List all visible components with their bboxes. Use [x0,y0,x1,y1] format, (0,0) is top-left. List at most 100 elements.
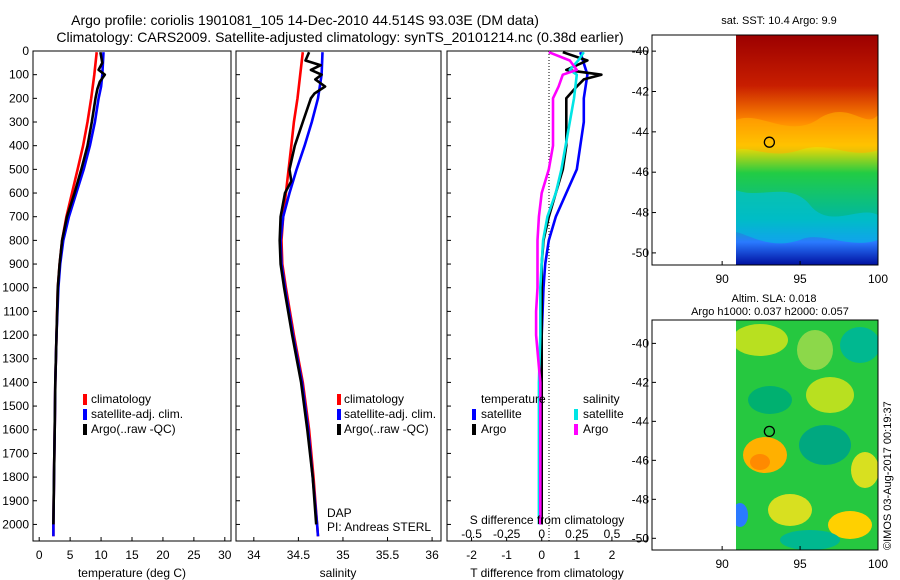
legend-swatch-s-argo [574,424,578,435]
legend-swatch-t-satellite [472,409,476,420]
x-tick-label: 0 [538,548,545,562]
map-x-tick-label: 100 [868,557,888,571]
series-line-argo-raw-qc [278,51,327,525]
temperature-xlabel: temperature (deg C) [78,566,186,580]
map-y-tick-label: -44 [632,125,650,139]
salinity-axes [235,50,442,542]
sst-argo-position-marker [763,136,776,148]
map-y-tick-label: -42 [632,84,650,98]
difference-panel: -2 -1 0 1 2 -0.5 -0.25 0 0.25 0.5 T difference f… [446,50,648,580]
map-y-tick-label: -50 [632,531,650,545]
sla-blob [750,454,770,470]
map-x-tick-label: 90 [715,272,729,286]
temperature-depth-ticks: 0 100 200 300 400 500 600 700 800 900 1000 1100 1200… [2,44,37,531]
depth-tick-label: 1300 [2,352,29,366]
figure-title-line1: Argo profile: coriolis 1901081_105 14-De… [71,12,539,28]
legend-swatch-climatology [83,394,87,405]
salinity-legend: climatology satellite-adj. clim. Argo(..… [337,392,436,436]
depth-tick-label: 1600 [2,423,29,437]
salinity-xlabel: salinity [320,566,357,580]
difference-series [534,50,603,525]
legend-label-s-satellite: satellite [583,407,624,421]
map-y-tick-label: -40 [632,44,650,58]
legend-label-t-satellite: satellite [481,407,522,421]
difference-s-ticks: -0.5 -0.25 0 0.25 0.5 [461,527,620,541]
series-line-temperature-argo [540,50,603,525]
legend-label-climatology: climatology [91,392,151,406]
sla-map-ticks: 90 95 100 -40 -42 -44 -46 -48 -50 [632,336,889,571]
depth-tick-label: 400 [9,139,29,153]
depth-tick-label: 1200 [2,328,29,342]
x-tick-label: 30 [218,548,232,562]
depth-tick-label: 200 [9,91,29,105]
pi-annotation: PI: Andreas STERL [327,520,431,534]
x-tick-label: 2 [609,548,616,562]
x-tick-label: 35.5 [376,548,400,562]
depth-tick-label: 1700 [2,446,29,460]
depth-tick-label: 500 [9,162,29,176]
sla-argo-position-marker [763,425,776,438]
sla-map-panel: Altim. SLA: 0.018 Argo h1000: 0.037 h200… [632,293,889,571]
dac-annotation: DAP [327,506,352,520]
depth-tick-label: 1500 [2,399,29,413]
x-tick-label: 0 [36,548,43,562]
depth-tick-label: 1100 [3,304,29,318]
salinity-panel: 34 34.5 35 35.5 36 salinity climatology sate… [235,50,442,580]
legend-swatch-s-satellite [574,409,578,420]
series-line-salinity-argo [534,50,579,525]
difference-x-ticks: -2 -1 0 1 2 [466,537,616,562]
difference-xlabel: T difference from climatology [470,566,624,580]
s-tick-label: 0.5 [604,527,621,541]
sst-map-ticks: 90 95 100 -40 -42 -44 -46 -48 -50 [632,44,889,286]
legend-label-satellite: satellite-adj. clim. [344,407,436,421]
x-tick-label: 1 [573,548,580,562]
map-y-tick-label: -46 [632,165,650,179]
depth-tick-label: 2000 [2,517,29,531]
figure-title-line2: Climatology: CARS2009. Satellite-adjuste… [56,29,623,45]
salinity-depth-ticks [236,50,240,525]
salinity-series [278,51,327,537]
series-line-argo-raw-qc [52,51,107,525]
legend-group-salinity: salinity [583,392,620,406]
depth-tick-label: 100 [9,68,29,82]
sla-map-subtitle: Argo h1000: 0.037 h2000: 0.057 [691,306,849,318]
map-x-tick-label: 95 [793,557,807,571]
map-y-tick-label: -42 [632,375,650,389]
map-y-tick-label: -40 [632,336,650,350]
depth-tick-label: 0 [22,44,29,58]
x-tick-label: 36 [425,548,439,562]
legend-swatch-t-argo [472,424,476,435]
depth-tick-label: 600 [9,186,29,200]
s-tick-label: 0.25 [565,527,589,541]
legend-label-argo: Argo(..raw -QC) [91,422,176,436]
map-y-tick-label: -46 [632,453,650,467]
sla-map-title: Altim. SLA: 0.018 [732,293,817,305]
depth-tick-label: 1400 [2,375,29,389]
x-tick-label: 34.5 [287,548,311,562]
x-tick-label: -1 [501,548,512,562]
difference-legend: temperature salinity satellite Argo sate… [472,392,624,436]
sla-blob [748,386,792,414]
x-tick-label: 5 [67,548,74,562]
map-x-tick-label: 95 [793,272,807,286]
sla-map-axes [651,319,879,551]
map-y-tick-label: -48 [632,492,650,506]
depth-tick-label: 900 [9,257,29,271]
map-y-tick-label: -48 [632,206,650,220]
sst-map-panel: sat. SST: 10.4 Argo: 9.9 90 95 100 -40 -42 -4… [632,15,889,286]
x-tick-label: 20 [156,548,170,562]
sla-blob [851,452,878,488]
difference-axes [446,50,648,542]
map-x-tick-label: 100 [868,272,888,286]
x-tick-label: -2 [466,548,477,562]
x-tick-label: 25 [187,548,201,562]
sla-blob [840,327,878,363]
x-tick-label: 35 [336,548,350,562]
legend-swatch-argo [83,424,87,435]
depth-tick-label: 1900 [2,494,29,508]
s-tick-label: -0.25 [493,527,521,541]
sla-blob [736,503,748,527]
depth-tick-label: 1000 [2,281,29,295]
x-tick-label: 34 [247,548,261,562]
